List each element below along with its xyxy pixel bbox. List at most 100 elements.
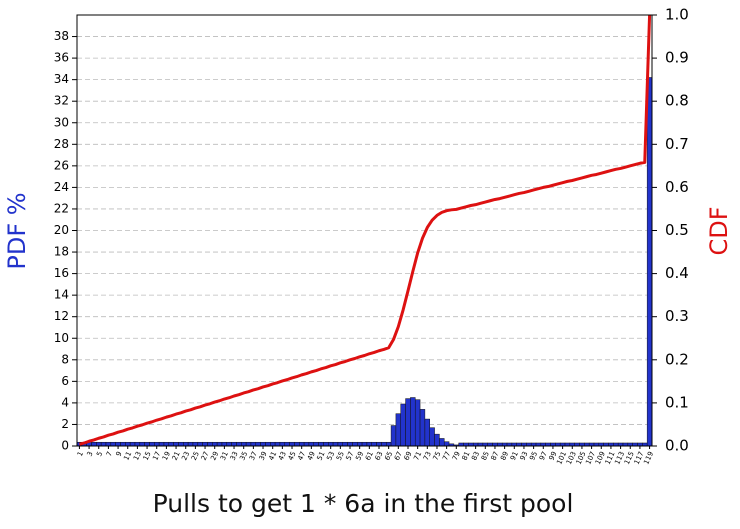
y2-tick-label: 0.9 [665, 49, 689, 67]
plot-frame [76, 14, 653, 447]
y-tick-label: 28 [54, 137, 69, 151]
x-tick-label: 37 [248, 450, 259, 461]
y-tick-label: 10 [54, 331, 69, 345]
y-tick-label: 12 [54, 309, 69, 323]
bar [192, 441, 199, 447]
bar [289, 441, 295, 447]
y-tick-label: 14 [54, 288, 69, 302]
x-tick-label: 67 [393, 450, 404, 461]
bar [376, 441, 382, 447]
bar [197, 441, 203, 447]
bar [125, 441, 131, 447]
bar [250, 441, 257, 447]
y2-tick-label: 0.0 [665, 437, 689, 455]
y2-tick-label: 0.4 [665, 264, 689, 282]
bar [303, 441, 310, 447]
bar [187, 441, 194, 447]
x-tick-label: 79 [451, 450, 462, 461]
x-tick-label: 19 [161, 450, 172, 461]
x-tick-label: 51 [316, 450, 327, 461]
bar [231, 441, 237, 447]
bar [183, 441, 189, 447]
bar [328, 441, 334, 447]
x-tick-label: 69 [403, 450, 414, 461]
y-tick-label: 4 [61, 395, 69, 409]
x-tick-label: 53 [325, 450, 336, 461]
bar [414, 399, 421, 447]
bar [221, 441, 228, 447]
x-tick-label: 27 [200, 450, 211, 461]
y-tick-label: 8 [61, 352, 69, 366]
x-tick-label: 33 [229, 450, 240, 461]
y-tick-label: 20 [54, 223, 69, 237]
bar [110, 441, 116, 447]
x-tick-label: 41 [267, 450, 278, 461]
bar [202, 441, 208, 447]
y-axis-label: PDF % [3, 192, 31, 269]
y-tick-label: 0 [61, 439, 69, 453]
x-tick-label: 31 [219, 450, 230, 461]
bar [168, 441, 174, 447]
bar [139, 441, 145, 447]
bar [361, 441, 368, 447]
bar [255, 441, 261, 447]
x-tick-label: 15 [142, 450, 153, 461]
bar [100, 441, 107, 447]
y-tick-label: 24 [54, 180, 69, 194]
y2-tick-label: 0.6 [665, 178, 689, 196]
bar [419, 409, 426, 447]
bar [443, 441, 450, 447]
y2-tick-label: 1.0 [665, 6, 689, 24]
bar [294, 441, 300, 447]
y-tick-label: 38 [54, 29, 69, 43]
bar [381, 441, 387, 447]
bar [646, 77, 653, 447]
x-tick-label: 91 [509, 450, 520, 461]
x-tick-label: 87 [490, 450, 501, 461]
x-tick-label: 57 [345, 450, 356, 461]
x-tick-label: 99 [548, 450, 559, 461]
x-tick-label: 11 [122, 450, 133, 461]
bar [405, 398, 411, 447]
x-tick-label: 93 [519, 450, 530, 461]
x-tick-label: 39 [258, 450, 269, 461]
x-tick-label: 29 [209, 450, 220, 461]
bar [154, 441, 160, 447]
y-tick-label: 2 [61, 417, 69, 431]
bar [299, 441, 305, 447]
bar [115, 441, 121, 447]
x-tick-label: 43 [277, 450, 288, 461]
bar [323, 441, 329, 447]
bar [318, 441, 324, 447]
bar [337, 441, 344, 447]
y2-tick-label: 0.2 [665, 350, 689, 368]
cdf-line [79, 14, 652, 446]
y-tick-label: 30 [54, 115, 69, 129]
x-tick-label: 97 [538, 450, 549, 461]
bar [216, 441, 223, 447]
y-tick-label: 6 [61, 374, 69, 388]
x-tick-label: 5 [95, 450, 104, 457]
bar [284, 441, 290, 447]
x-tick-label: 17 [151, 450, 162, 461]
x-tick-label: 59 [354, 450, 365, 461]
bar [226, 441, 232, 447]
y-tick-label: 26 [54, 158, 69, 172]
x-tick-label: 25 [190, 450, 201, 461]
bar [347, 441, 353, 447]
x-tick-label: 77 [441, 450, 452, 461]
x-tick-label: 73 [422, 450, 433, 461]
y2-tick-label: 0.8 [665, 92, 689, 110]
bar [279, 441, 286, 447]
y-tick-label: 22 [54, 201, 69, 215]
x-tick-label: 75 [432, 450, 443, 461]
x-tick-label: 47 [296, 450, 307, 461]
bar [236, 441, 242, 447]
bar [207, 441, 213, 447]
x-tick-label: 7 [105, 450, 114, 457]
x-tick-label: 45 [287, 450, 298, 461]
bar [96, 441, 102, 447]
x-tick-label: 95 [528, 450, 539, 461]
x-axis-label: Pulls to get 1 * 6a in the first pool [153, 489, 574, 518]
bar [129, 441, 136, 447]
